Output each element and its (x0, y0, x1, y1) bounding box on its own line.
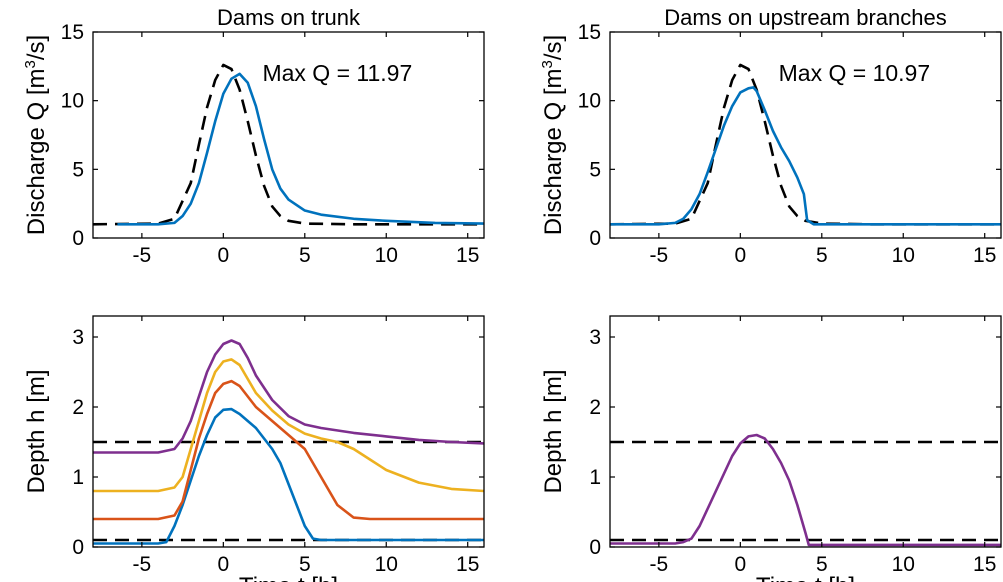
x-tick-label: 5 (299, 553, 311, 576)
x-tick-label: -5 (133, 244, 152, 267)
series-line (93, 379, 484, 521)
x-tick-label: 10 (892, 244, 915, 267)
y-tick-label: 2 (72, 396, 84, 419)
x-tick-label: 10 (892, 553, 915, 576)
x-tick-label: 0 (734, 244, 746, 267)
x-tick-label: 0 (217, 553, 229, 576)
series-line (610, 86, 1001, 226)
y-tick-label: 5 (589, 158, 601, 181)
x-tick-label: 15 (973, 244, 996, 267)
x-tick-label: -5 (650, 553, 669, 576)
x-tick-label: -5 (133, 553, 152, 576)
reference-dashed-line (93, 63, 484, 226)
panel-top-left: -5 0 5 10 15 0 5 10 15 Dams on trunk Discharge Q [… (22, 5, 485, 267)
y-tick-label: 10 (61, 90, 84, 113)
x-tick-label: 5 (816, 553, 828, 576)
series-line (93, 407, 484, 545)
series-line (117, 72, 484, 226)
chart-title: Dams on trunk (217, 5, 361, 30)
y-tick-label: 3 (589, 326, 601, 349)
x-tick-label: 0 (734, 553, 746, 576)
axes-box (92, 31, 485, 239)
y-tick-label: 0 (589, 536, 601, 559)
x-axis-label: Time t [h] (756, 573, 855, 582)
y-tick-label: 0 (589, 227, 601, 250)
y-axis-label: Discharge Q [m3/s] (539, 35, 567, 235)
x-tick-label: -5 (650, 244, 669, 267)
series-line (93, 339, 484, 454)
series-line (610, 433, 1001, 547)
max-q-annotation: Max Q = 11.97 (262, 60, 412, 86)
axes-box (609, 315, 1002, 548)
x-tick-label: 5 (299, 244, 311, 267)
y-tick-label: 1 (72, 466, 84, 489)
y-tick-label: 10 (578, 90, 601, 113)
max-q-annotation: Max Q = 10.97 (779, 60, 931, 86)
x-tick-label: 10 (375, 244, 398, 267)
y-axis-label: Depth h [m] (23, 369, 50, 493)
x-tick-label: 15 (456, 553, 479, 576)
y-tick-label: 1 (589, 466, 601, 489)
series-line (93, 358, 484, 493)
y-tick-label: 2 (589, 396, 601, 419)
y-tick-label: 15 (578, 21, 601, 44)
panel-top-right: -5 0 5 10 15 0 5 10 15 Dams on upstream branches D… (539, 5, 1002, 267)
x-tick-label: 15 (456, 244, 479, 267)
y-tick-label: 0 (72, 227, 84, 250)
axes-box (92, 315, 485, 548)
y-axis-label: Depth h [m] (540, 369, 567, 493)
chart-title: Dams on upstream branches (664, 5, 946, 30)
x-tick-label: 5 (816, 244, 828, 267)
x-tick-label: 10 (375, 553, 398, 576)
y-tick-label: 3 (72, 326, 84, 349)
y-tick-label: 0 (72, 536, 84, 559)
x-tick-label: 15 (973, 553, 996, 576)
y-tick-label: 15 (61, 21, 84, 44)
x-axis-label: Time t [h] (239, 573, 338, 582)
y-axis-label: Discharge Q [m3/s] (22, 35, 50, 235)
y-tick-label: 5 (72, 158, 84, 181)
axes-box (609, 31, 1002, 239)
x-tick-label: 0 (217, 244, 229, 267)
panel-bottom-right: -5 0 5 10 15 0 1 2 3 Time t [h] Depth h [m] (540, 315, 1002, 582)
panel-bottom-left: -5 0 5 10 15 0 1 2 3 Time t [h] Depth h [m] (23, 315, 485, 582)
